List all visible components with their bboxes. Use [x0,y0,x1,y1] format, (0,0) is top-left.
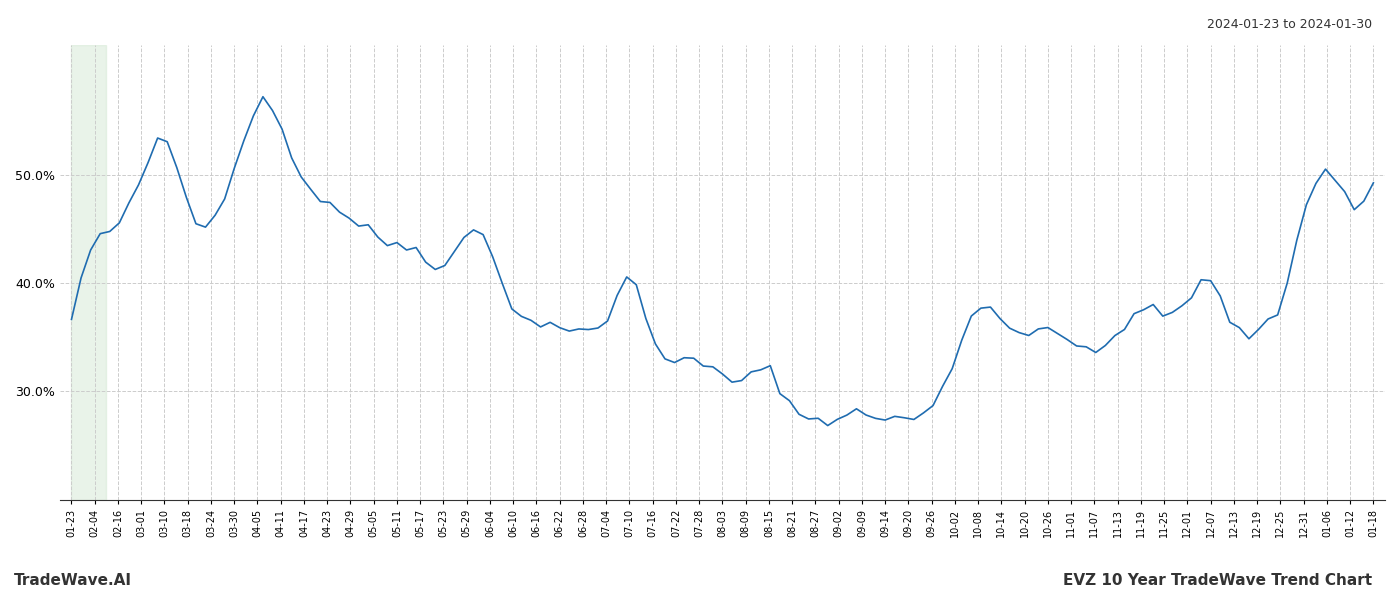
Bar [71,45,106,500]
Text: EVZ 10 Year TradeWave Trend Chart: EVZ 10 Year TradeWave Trend Chart [1063,573,1372,588]
Text: TradeWave.AI: TradeWave.AI [14,573,132,588]
Text: 2024-01-23 to 2024-01-30: 2024-01-23 to 2024-01-30 [1207,18,1372,31]
